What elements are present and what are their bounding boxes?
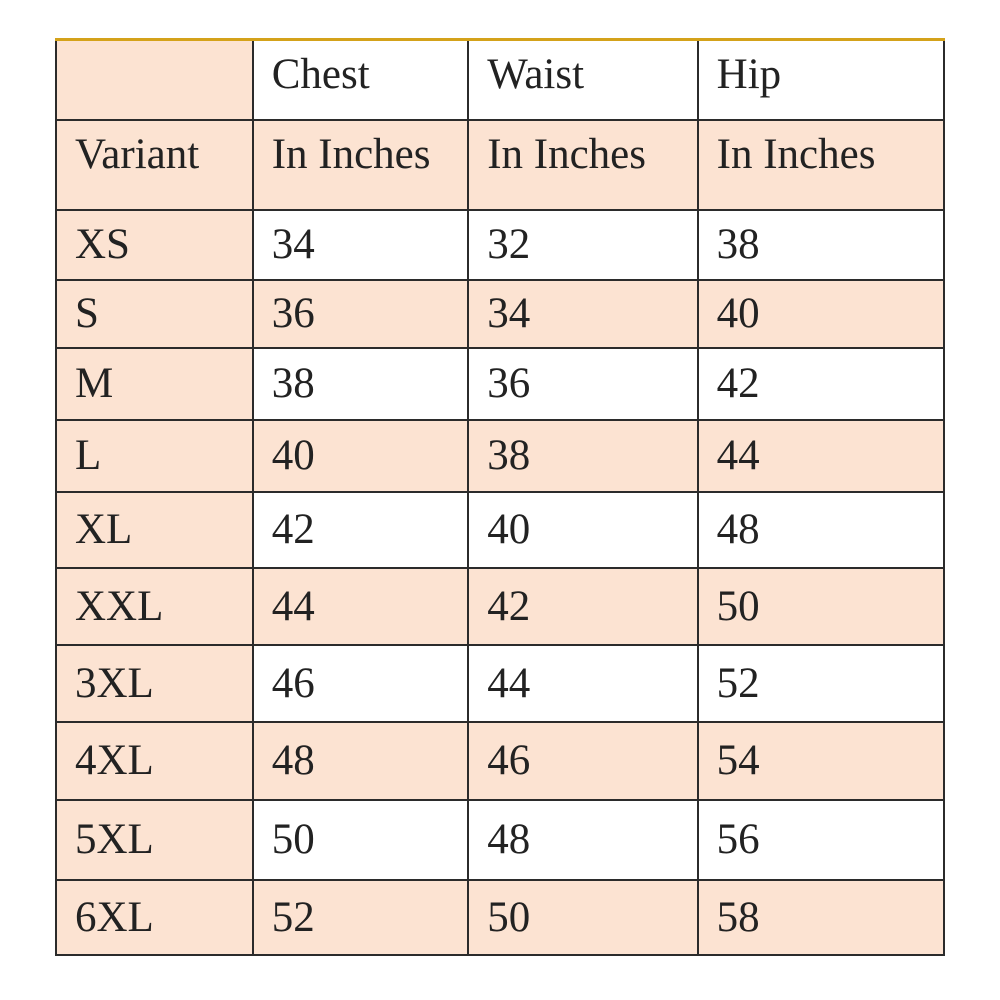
table-row: XL 42 40 48 (55, 490, 946, 569)
waist-cell: 40 (467, 490, 699, 569)
chest-cell: 46 (251, 643, 470, 723)
waist-cell: 32 (467, 208, 699, 281)
table-row: XS 34 32 38 (55, 208, 946, 281)
variant-cell: L (55, 418, 254, 493)
waist-cell: 48 (467, 798, 699, 881)
waist-cell: 36 (467, 346, 699, 421)
chest-cell: 36 (251, 278, 470, 349)
hip-cell: 40 (696, 278, 946, 349)
waist-cell: 46 (467, 720, 699, 801)
chest-cell: 50 (251, 798, 470, 881)
hip-cell: 42 (696, 346, 946, 421)
variant-cell: 3XL (55, 643, 254, 723)
variant-cell (55, 38, 254, 121)
waist-cell: 50 (467, 878, 699, 956)
chest-cell: 42 (251, 490, 470, 569)
variant-cell: S (55, 278, 254, 349)
variant-cell: 6XL (55, 878, 254, 956)
waist-cell: 38 (467, 418, 699, 493)
variant-cell: Variant (55, 118, 254, 211)
hip-cell: 44 (696, 418, 946, 493)
hip-cell: 54 (696, 720, 946, 801)
variant-cell: XS (55, 208, 254, 281)
hip-cell: Hip (696, 38, 946, 121)
hip-cell: 38 (696, 208, 946, 281)
waist-cell: 44 (467, 643, 699, 723)
chest-cell: In Inches (251, 118, 470, 211)
table-row: 4XL 48 46 54 (55, 720, 946, 801)
table-row: 3XL 46 44 52 (55, 643, 946, 723)
variant-cell: 4XL (55, 720, 254, 801)
chest-cell: 44 (251, 566, 470, 646)
chest-cell: 38 (251, 346, 470, 421)
table-row: 6XL 52 50 58 (55, 878, 946, 956)
size-chart-table: Chest Waist Hip Variant In Inches In Inches In… (55, 38, 946, 956)
header-row-measurement: Chest Waist Hip (55, 38, 946, 121)
table-row: XXL 44 42 50 (55, 566, 946, 646)
table-row: M 38 36 42 (55, 346, 946, 421)
hip-cell: 50 (696, 566, 946, 646)
variant-cell: 5XL (55, 798, 254, 881)
chest-cell: 34 (251, 208, 470, 281)
chest-cell: Chest (251, 38, 470, 121)
chest-cell: 40 (251, 418, 470, 493)
waist-cell: 42 (467, 566, 699, 646)
chest-cell: 48 (251, 720, 470, 801)
table-row: 5XL 50 48 56 (55, 798, 946, 881)
table-row: S 36 34 40 (55, 278, 946, 349)
waist-cell: 34 (467, 278, 699, 349)
header-row-units: Variant In Inches In Inches In Inches (55, 118, 946, 211)
hip-cell: In Inches (696, 118, 946, 211)
variant-cell: XL (55, 490, 254, 569)
table-row: L 40 38 44 (55, 418, 946, 493)
chest-cell: 52 (251, 878, 470, 956)
waist-cell: Waist (467, 38, 699, 121)
hip-cell: 48 (696, 490, 946, 569)
variant-cell: M (55, 346, 254, 421)
variant-cell: XXL (55, 566, 254, 646)
hip-cell: 52 (696, 643, 946, 723)
waist-cell: In Inches (467, 118, 699, 211)
hip-cell: 56 (696, 798, 946, 881)
hip-cell: 58 (696, 878, 946, 956)
